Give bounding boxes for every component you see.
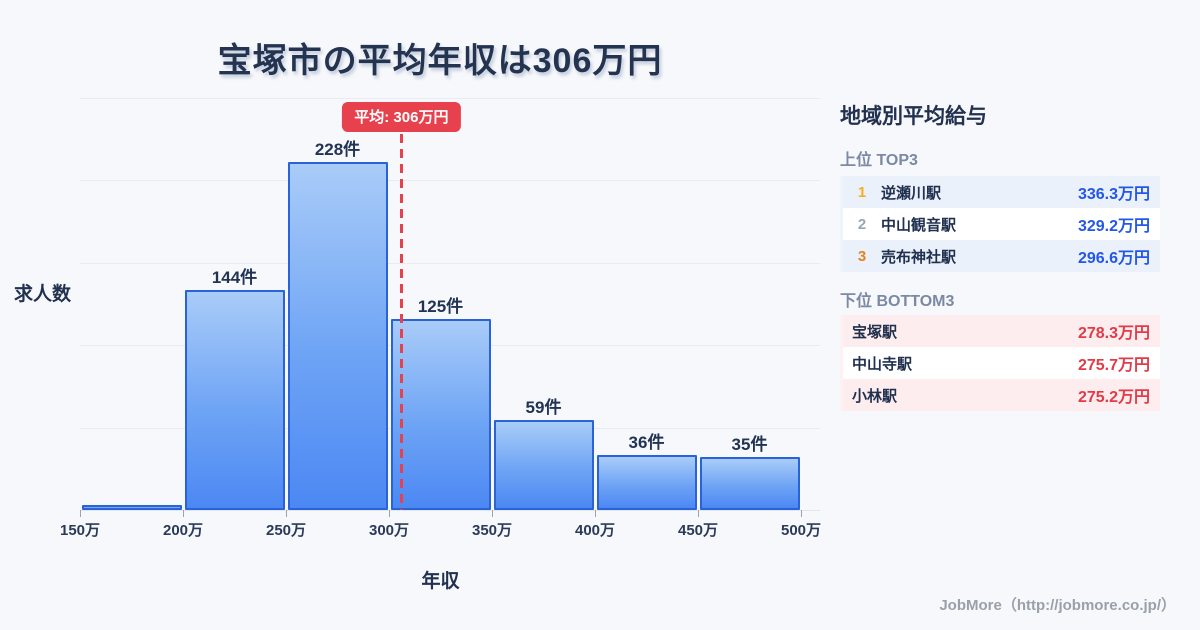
grid-line [80,98,820,99]
table-row: 2 中山観音駅 329.2万円 [843,208,1160,240]
table-row: 小林駅 275.2万円 [843,379,1160,411]
salary-value: 278.3万円 [1077,325,1150,342]
x-tick-label: 250万 [265,522,307,539]
station-name: 中山寺駅 [852,355,913,373]
histogram-bar [390,319,491,510]
station-name: 売布神社駅 [881,248,957,266]
salary-value: 296.6万円 [1077,250,1150,267]
top3-heading: 上位 TOP3 [840,152,918,169]
x-tick-label: 200万 [162,522,204,539]
salary-value: 275.7万円 [1077,357,1150,374]
x-axis-tick [286,510,287,517]
bar-count-label: 228件 [314,140,361,160]
x-axis-tick [492,510,493,517]
x-axis-tick [183,510,184,517]
salary-value: 329.2万円 [1077,218,1150,235]
x-axis-tick [389,510,390,517]
grid-line [80,262,820,264]
station-name: 小林駅 [852,387,898,405]
grid-line [80,180,820,182]
bar-count-label: 36件 [628,433,665,453]
table-row: 1 逆瀬川駅 336.3万円 [843,176,1160,208]
x-tick-label: 150万 [59,522,101,539]
region-salary-panel: 地域別平均給与 上位 TOP3 1 逆瀬川駅 336.3万円 2 中山観音駅 3… [840,100,1160,411]
x-tick-label: 500万 [780,522,822,539]
salary-value: 275.2万円 [1077,389,1150,406]
x-axis-tick [801,510,802,517]
rank-badge: 2 [857,215,867,233]
station-name: 逆瀬川駅 [881,184,942,202]
histogram-bar [596,455,697,510]
x-axis-tick [595,510,596,517]
x-axis-tick [80,510,81,517]
x-tick-label: 300万 [368,522,410,539]
station-name: 宝塚駅 [852,323,898,341]
bar-count-label: 144件 [211,268,258,288]
x-axis-label: 年収 [421,571,460,592]
x-tick-label: 350万 [471,522,513,539]
histogram-bar [81,505,182,510]
rank-badge: 3 [857,247,867,265]
region-salary-title: 地域別平均給与 [840,105,987,128]
average-badge: 平均: 306万円 [342,102,461,132]
income-histogram: 144件 228件 125件 59件 36件 35件 150万 200万 250万 300万 350… [60,98,821,539]
histogram-bar [699,456,800,510]
station-name: 中山観音駅 [881,216,957,234]
bar-count-label: 35件 [731,434,768,454]
page-title: 宝塚市の平均年収は306万円 [217,42,663,80]
x-tick-label: 450万 [677,522,719,539]
x-axis-tick [698,510,699,517]
y-axis-label: 求人数 [14,284,72,305]
bottom3-heading: 下位 BOTTOM3 [840,293,955,310]
bottom3-table: 宝塚駅 278.3万円 中山寺駅 275.7万円 小林駅 275.2万円 [840,315,1160,411]
bar-count-label: 125件 [417,297,464,317]
table-row: 中山寺駅 275.7万円 [843,347,1160,379]
histogram-bar [184,290,285,510]
histogram-bar [287,162,388,510]
histogram-bar [493,419,594,510]
bar-count-label: 59件 [525,397,562,417]
credit-text: JobMore（http://jobmore.co.jp/） [939,597,1176,614]
average-line [399,134,403,510]
x-axis-line [80,510,820,511]
salary-value: 336.3万円 [1077,186,1150,203]
rank-badge: 1 [857,183,867,201]
top3-table: 1 逆瀬川駅 336.3万円 2 中山観音駅 329.2万円 3 売布神社駅 2… [840,176,1160,272]
table-row: 3 売布神社駅 296.6万円 [843,240,1160,272]
x-tick-label: 400万 [574,522,616,539]
table-row: 宝塚駅 278.3万円 [843,315,1160,347]
